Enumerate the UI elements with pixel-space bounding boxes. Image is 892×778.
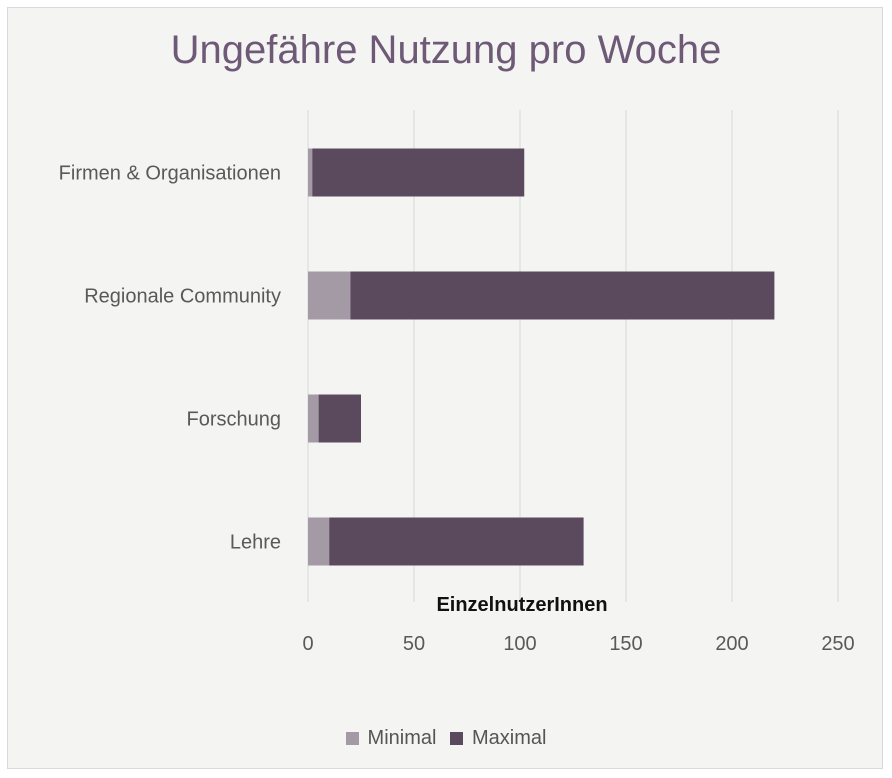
bar-maximal-0 bbox=[312, 148, 525, 197]
x-tick-label-2: 100 bbox=[503, 633, 536, 655]
x-axis-title: EinzelnutzerInnen bbox=[436, 594, 607, 616]
category-label-3: Lehre bbox=[230, 532, 281, 554]
x-tick-label-3: 150 bbox=[609, 633, 642, 655]
bar-maximal-3 bbox=[329, 517, 584, 566]
bar-minimal-0 bbox=[308, 148, 313, 197]
legend: Minimal Maximal bbox=[0, 727, 892, 751]
bar-maximal-1 bbox=[350, 271, 775, 320]
category-label-2: Forschung bbox=[187, 409, 282, 431]
legend-label-minimal: Minimal bbox=[367, 727, 437, 749]
x-tick-label-5: 250 bbox=[821, 633, 854, 655]
x-tick-label-1: 50 bbox=[403, 633, 425, 655]
chart-frame bbox=[7, 7, 883, 769]
bar-minimal-2 bbox=[308, 394, 319, 443]
x-tick-label-4: 200 bbox=[715, 633, 748, 655]
legend-item-maximal: Maximal bbox=[450, 727, 546, 750]
category-label-0: Firmen & Organisationen bbox=[59, 163, 281, 185]
legend-swatch-maximal bbox=[450, 732, 463, 745]
legend-label-maximal: Maximal bbox=[472, 727, 547, 749]
category-label-1: Regionale Community bbox=[84, 286, 281, 308]
legend-item-minimal: Minimal bbox=[345, 727, 437, 750]
x-tick-label-0: 0 bbox=[302, 633, 313, 655]
bar-minimal-3 bbox=[308, 517, 330, 566]
bar-maximal-2 bbox=[318, 394, 361, 443]
legend-swatch-minimal bbox=[345, 732, 359, 745]
chart-title: Ungefähre Nutzung pro Woche bbox=[170, 28, 722, 72]
bar-minimal-1 bbox=[308, 271, 351, 320]
